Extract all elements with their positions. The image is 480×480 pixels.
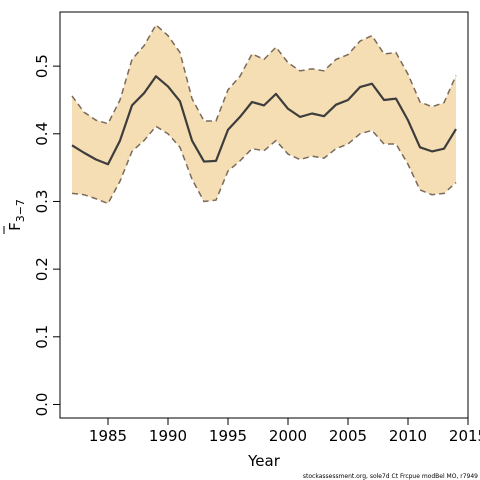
y-tick-label-2: 0.2 (33, 257, 51, 281)
x-tick-label-1995: 1995 (209, 427, 247, 445)
y-tick-label-1: 0.1 (33, 325, 51, 349)
upper-bound-line (71, 23, 457, 125)
y-tick-label-3: 0.3 (33, 190, 51, 214)
x-tick-label-2015: 2015 (449, 427, 480, 445)
x-tick-label-1985: 1985 (89, 427, 127, 445)
svg-text:F3−7: F3−7 (6, 199, 27, 231)
plot-frame (59, 11, 469, 419)
y-axis-title: F3−7 (6, 199, 27, 231)
y-axis-title-main: F (6, 222, 24, 231)
x-tick-label-2000: 2000 (269, 427, 307, 445)
confidence-band (72, 24, 456, 204)
y-tick-label-5: 0.5 (33, 54, 51, 78)
y-axis-title-subscript: 3−7 (14, 199, 27, 222)
y-tick-label-4: 0.4 (33, 122, 51, 146)
y-tick-label-0: 0.0 (33, 393, 51, 417)
lower-bound-line (71, 125, 457, 205)
x-tick-label-2010: 2010 (389, 427, 427, 445)
x-axis-title: Year (247, 452, 281, 470)
x-tick-label-2005: 2005 (329, 427, 367, 445)
x-tick-label-1990: 1990 (149, 427, 187, 445)
footer-source-text: stockassessment.org, sole7d Ct Frcpue mo… (303, 473, 478, 480)
estimate-line (71, 75, 457, 166)
